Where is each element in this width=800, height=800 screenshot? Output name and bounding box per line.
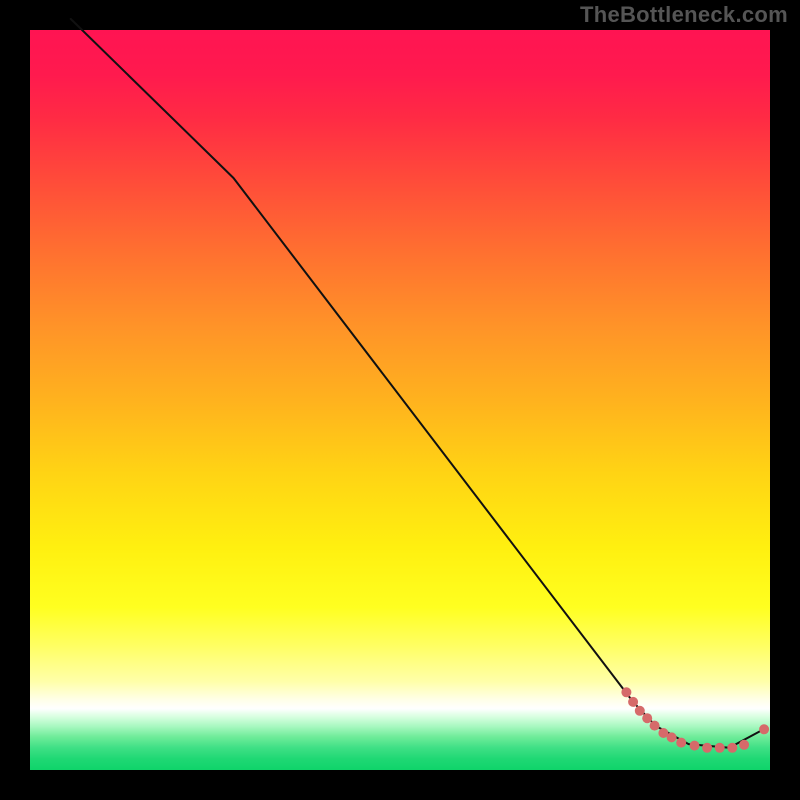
data-dot [715,743,725,753]
data-dots-group [621,687,769,753]
data-dot [628,697,638,707]
data-dot [690,741,700,751]
data-dot [727,743,737,753]
data-dot [702,743,712,753]
data-dot [739,740,749,750]
data-dot [621,687,631,697]
data-dot [676,738,686,748]
bottleneck-curve-line [71,19,767,748]
data-dot [759,724,769,734]
data-dot [642,713,652,723]
data-dot [635,706,645,716]
watermark-text: TheBottleneck.com [580,2,788,28]
chart-overlay-svg [30,30,770,770]
data-dot [667,732,677,742]
data-dot [650,721,660,731]
